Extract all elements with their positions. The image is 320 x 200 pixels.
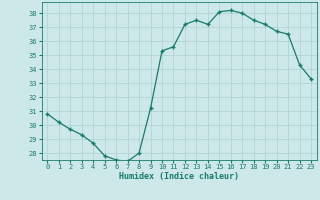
X-axis label: Humidex (Indice chaleur): Humidex (Indice chaleur) — [119, 172, 239, 181]
